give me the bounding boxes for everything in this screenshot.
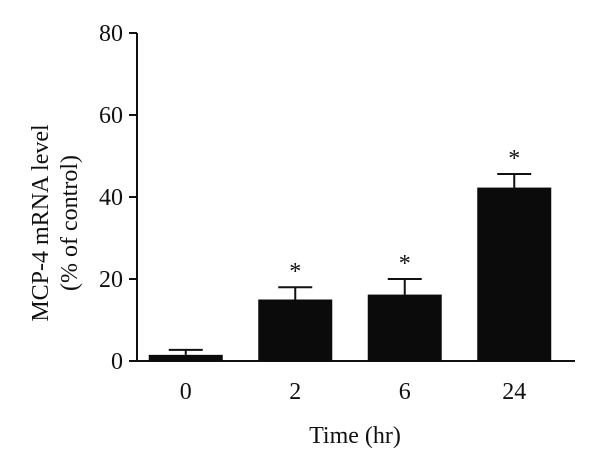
bar xyxy=(148,354,223,361)
y-axis-title-line1: MCP-4 mRNA level xyxy=(28,124,54,322)
y-axis-title-line2: (% of control) xyxy=(57,155,83,291)
y-tick-label: 80 xyxy=(99,21,123,47)
plot-area: 0 20 40 60 80 0 2 * 6 * 24 * xyxy=(99,21,575,405)
x-tick-label: 2 xyxy=(289,379,301,405)
significance-marker: * xyxy=(399,251,411,277)
x-tick-label: 24 xyxy=(502,379,526,405)
x-tick-label: 0 xyxy=(180,379,192,405)
y-tick-label: 0 xyxy=(111,349,123,375)
y-tick-label: 60 xyxy=(99,103,123,129)
x-tick-label: 6 xyxy=(399,379,411,405)
y-tick-label: 40 xyxy=(99,185,123,211)
y-tick-label: 20 xyxy=(99,267,123,293)
significance-marker: * xyxy=(508,146,520,172)
x-axis-title: Time (hr) xyxy=(309,423,401,449)
bar xyxy=(367,294,442,361)
bar xyxy=(258,299,333,361)
significance-marker: * xyxy=(289,259,301,285)
y-axis-title: MCP-4 mRNA level (% of control) xyxy=(28,124,83,322)
bar xyxy=(477,187,552,361)
